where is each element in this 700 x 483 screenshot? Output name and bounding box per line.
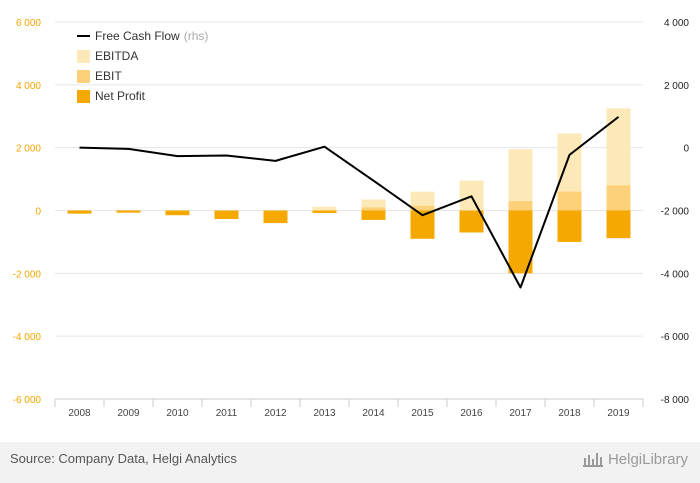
- fcf-line-layer: [79, 116, 620, 289]
- bar-net-profit: [361, 210, 386, 220]
- legend-label: EBIT: [95, 69, 122, 83]
- bar-ebitda: [312, 206, 337, 211]
- left-axis: 6 000 4 000 2 000 0 -2 000 -4 000 -6 000: [13, 18, 42, 406]
- bar-net-profit: [165, 210, 190, 216]
- chart-grid: [54, 21, 644, 407]
- bar-ebitda: [508, 149, 533, 211]
- right-tick-label: 2 000: [664, 81, 689, 92]
- right-axis: 4 000 2 000 0 -2 000 -4 000 -6 000 -8 000: [661, 18, 690, 406]
- source-text: Source: Company Data, Helgi Analytics: [10, 451, 237, 466]
- bar-ebit: [606, 185, 631, 211]
- bar-ebit: [557, 191, 582, 211]
- left-tick-label: -4 000: [13, 332, 42, 343]
- left-tick-label: 6 000: [16, 18, 41, 29]
- brand-name: HelgiLibrary: [607, 450, 688, 468]
- right-tick-label: -6 000: [661, 332, 690, 343]
- left-tick-label: -6 000: [13, 395, 42, 406]
- legend: Free Cash Flow (rhs) EBITDA EBIT Net Profit: [77, 29, 208, 103]
- bar-net-profit: [116, 210, 141, 213]
- bar-net-profit: [508, 210, 533, 274]
- x-tick-label: 2016: [460, 408, 483, 419]
- x-tick-label: 2014: [362, 408, 385, 419]
- bar-ebitda: [361, 199, 386, 211]
- chart-bars: [67, 108, 631, 274]
- x-tick-label: 2017: [509, 408, 532, 419]
- x-tick-label: 2011: [216, 408, 238, 419]
- x-tick-label: 2015: [411, 408, 434, 419]
- legend-swatch-ebit: [77, 70, 90, 83]
- bar-net-profit: [557, 210, 582, 242]
- fcf-line: [79, 116, 620, 289]
- right-tick-label: -8 000: [661, 395, 690, 406]
- legend-label: Net Profit: [95, 89, 146, 103]
- left-tick-label: -2 000: [13, 269, 42, 280]
- left-tick-label: 4 000: [16, 81, 41, 92]
- legend-swatch-net-profit: [77, 90, 90, 103]
- bar-net-profit: [459, 210, 484, 233]
- bar-ebit: [410, 205, 435, 211]
- legend-suffix: (rhs): [184, 29, 209, 43]
- legend-label: EBITDA: [95, 49, 138, 63]
- x-tick-label: 2019: [607, 408, 630, 419]
- legend-label: Free Cash Flow: [95, 29, 180, 43]
- bar-net-profit: [312, 210, 337, 214]
- bar-ebit: [361, 207, 386, 211]
- x-tick-label: 2018: [558, 408, 581, 419]
- bar-net-profit: [606, 210, 631, 239]
- x-axis: 2008 2009 2010 2011 2012 2013 2014 2015 2016 2017…: [68, 408, 630, 419]
- chart: 6 000 4 000 2 000 0 -2 000 -4 000 -6 000 4 000…: [13, 18, 690, 419]
- right-tick-label: 0: [683, 144, 689, 155]
- brand-logo[interactable]: HelgiLibrary: [582, 450, 688, 468]
- x-tick-label: 2010: [166, 408, 189, 419]
- right-tick-label: -2 000: [661, 207, 690, 218]
- bar-net-profit: [67, 210, 92, 214]
- x-tick-label: 2009: [117, 408, 140, 419]
- legend-swatch-ebitda: [77, 50, 90, 63]
- x-tick-label: 2013: [313, 408, 336, 419]
- right-tick-label: 4 000: [664, 18, 689, 29]
- bar-net-profit: [214, 210, 239, 219]
- library-icon: [582, 453, 603, 467]
- x-tick-label: 2008: [68, 408, 91, 419]
- x-tick-label: 2012: [264, 408, 287, 419]
- bar-ebit: [508, 201, 533, 211]
- left-tick-label: 0: [35, 207, 41, 218]
- right-tick-label: -4 000: [661, 269, 690, 280]
- left-tick-label: 2 000: [16, 144, 41, 155]
- footer: Source: Company Data, Helgi Analytics He…: [0, 442, 700, 483]
- bar-net-profit: [263, 210, 288, 224]
